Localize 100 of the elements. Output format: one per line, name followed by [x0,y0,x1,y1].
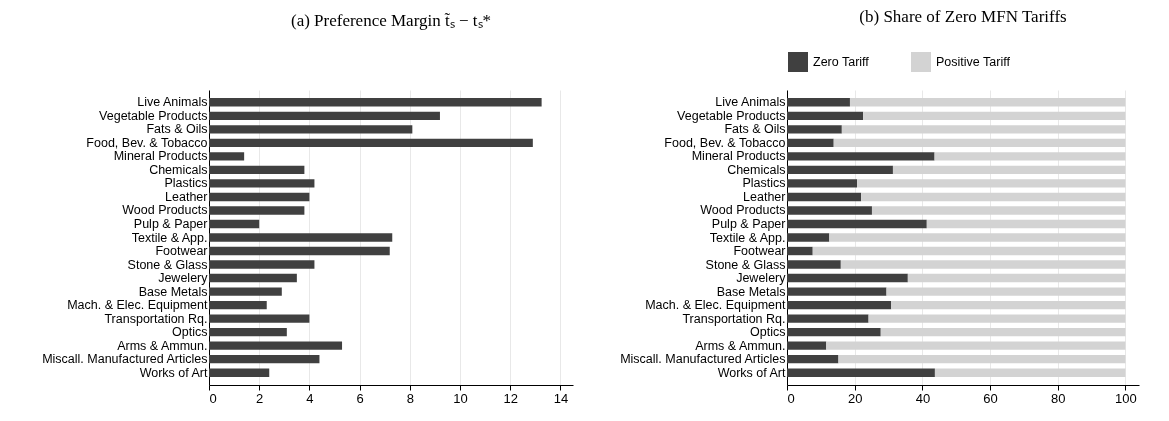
x-tick-label: 6 [356,390,364,406]
legend-label: Positive Tariff [936,55,1011,69]
y-tick-label: Mach. & Elec. Equipment [645,298,787,313]
x-tick-label: 60 [983,390,998,406]
y-tick-label: Fats & Oils [146,122,208,137]
bar [209,314,310,323]
bar [787,314,869,323]
x-tick-label: 12 [503,390,518,406]
bar [934,152,1126,161]
y-tick-label: Stone & Glass [127,257,208,272]
bar [886,287,1126,296]
bar [787,233,830,242]
bar [787,165,893,175]
y-tick-label: Footwear [155,244,208,259]
y-tick-label: Works of Art [139,365,209,380]
bar [209,192,310,202]
y-tick-label: Transportation Rq. [682,311,786,326]
bar [209,138,533,148]
x-tick-label: 0 [209,390,217,406]
y-tick-label: Works of Art [717,365,787,380]
legend-label: Zero Tariff [813,55,870,69]
bar [209,125,413,134]
bar [868,314,1126,323]
bar [861,192,1126,202]
bar [209,300,267,310]
y-tick-label: Stone & Glass [705,257,786,272]
bar [209,152,245,161]
bar [209,111,440,121]
bar [787,246,813,256]
y-tick-label: Plastics [742,176,786,191]
bar [209,368,270,377]
y-tick-label: Footwear [733,244,786,259]
y-tick-label: Leather [743,189,786,204]
bar [787,354,839,364]
y-tick-label: Mach. & Elec. Equipment [67,298,209,313]
y-tick-label: Fats & Oils [724,122,786,137]
bar [841,125,1126,134]
bar [787,179,858,188]
y-tick-label: Live Animals [715,95,786,110]
bar [849,98,1126,107]
bar [880,327,1126,337]
bar [209,354,320,364]
bar [787,341,827,350]
bar [209,327,287,337]
y-tick-label: Wood Products [700,203,786,218]
bar [209,341,343,350]
bar [871,206,1126,215]
y-tick-label: Mineral Products [113,149,208,164]
bar [209,179,315,188]
y-tick-label: Textile & App. [131,230,208,245]
bar [787,368,935,377]
y-tick-label: Jewelery [158,271,209,286]
bar [209,219,260,229]
bar [787,300,892,310]
chart-title: (b) Share of Zero MFN Tariffs [859,7,1067,26]
bar [787,125,842,134]
y-tick-label: Miscall. Manufactured Articles [620,352,786,367]
y-tick-label: Base Metals [716,284,786,299]
bar [787,111,864,121]
y-tick-label: Jewelery [736,271,787,286]
x-tick-label: 10 [453,390,468,406]
bar [209,273,297,283]
bar [840,260,1126,269]
y-tick-label: Pulp & Paper [711,216,786,231]
bar [926,219,1126,229]
chart-title: (a) Preference Margin t̃ₛ − tₛ* [290,11,492,30]
bar [209,98,542,107]
x-tick-label: 8 [406,390,414,406]
y-tick-label: Chemicals [727,162,786,177]
y-tick-label: Vegetable Products [677,108,786,123]
bar [838,354,1126,364]
bar [209,165,305,175]
bar [209,260,315,269]
x-tick-label: 0 [787,390,795,406]
y-tick-label: Food, Bev. & Tobacco [86,135,208,150]
bar [892,165,1126,175]
y-tick-label: Arms & Ammun. [695,338,786,353]
bar [787,98,850,107]
bar [826,341,1126,350]
y-tick-label: Optics [172,325,208,340]
bar [812,246,1126,256]
bar [787,192,862,202]
bar [209,246,390,256]
bar [787,206,872,215]
bar [857,179,1126,188]
x-tick-label: 20 [847,390,863,406]
x-tick-label: 40 [915,390,931,406]
y-tick-label: Food, Bev. & Tobacco [664,135,786,150]
y-tick-label: Leather [165,189,208,204]
bar [209,287,282,296]
bar [863,111,1126,121]
bar [787,273,908,283]
bar [829,233,1126,242]
bar [833,138,1126,148]
x-tick-label: 80 [1051,390,1066,406]
bar [787,152,935,161]
y-tick-label: Pulp & Paper [133,216,208,231]
x-tick-label: 100 [1115,390,1137,406]
y-tick-label: Transportation Rq. [104,311,208,326]
y-tick-label: Textile & App. [709,230,786,245]
